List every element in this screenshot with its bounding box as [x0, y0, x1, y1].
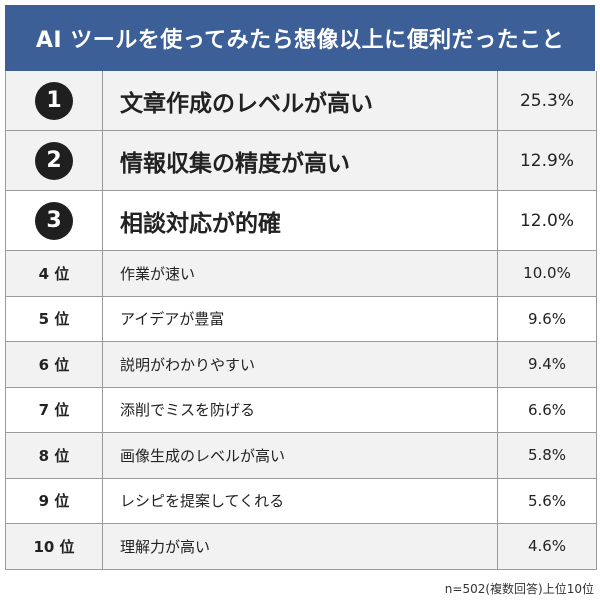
value-label: 6.6% — [527, 400, 567, 419]
table-row-10: 10 位 理解力が高い 4.6% — [6, 524, 596, 570]
rank-cell: 10 位 — [6, 524, 103, 569]
rank-label: 7 位 — [38, 401, 70, 420]
rank-label: 6 位 — [38, 355, 70, 374]
value-label: 5.8% — [527, 446, 567, 465]
rank-cell: 7 位 — [6, 387, 103, 432]
item-label: 理解力が高い — [120, 537, 211, 556]
rank-label: 5 位 — [38, 310, 70, 329]
value-cell: 5.8% — [498, 433, 596, 478]
ranking-table: 1 文章作成のレベルが高い 25.3% 2 情報収集の精度が高い 12.9% 3… — [5, 71, 597, 570]
item-cell: 添削でミスを防げる — [103, 387, 498, 432]
rank-cell: 2 — [6, 131, 103, 190]
rank-label: 10 位 — [33, 537, 75, 556]
item-label: アイデアが豊富 — [120, 310, 225, 329]
rank-label: 9 位 — [38, 492, 70, 511]
table-row-7: 7 位 添削でミスを防げる 6.6% — [6, 387, 596, 433]
value-cell: 6.6% — [498, 388, 596, 433]
rank-cell: 6 位 — [6, 342, 103, 387]
item-label: 画像生成のレベルが高い — [120, 446, 286, 465]
rank-cell: 5 位 — [6, 296, 103, 341]
table-row-2: 2 情報収集の精度が高い 12.9% — [6, 131, 596, 191]
sample-note: n=502(複数回答)上位10位 — [444, 582, 594, 596]
value-label: 25.3% — [519, 90, 574, 111]
item-label: 情報収集の精度が高い — [120, 150, 350, 177]
rank-badge-1: 1 — [35, 81, 73, 120]
item-label: 添削でミスを防げる — [120, 401, 256, 420]
rank-cell: 9 位 — [6, 478, 103, 523]
item-cell: 説明がわかりやすい — [103, 342, 498, 387]
table-row-3: 3 相談対応が的確 12.0% — [6, 191, 596, 251]
value-cell: 10.0% — [498, 251, 596, 296]
table-row-4: 4 位 作業が速い 10.0% — [6, 251, 596, 297]
rank-label: 2 — [46, 148, 62, 173]
value-cell: 12.0% — [498, 191, 596, 250]
value-cell: 12.9% — [498, 131, 596, 190]
value-label: 4.6% — [527, 537, 567, 556]
item-cell: レシピを提案してくれる — [103, 478, 498, 523]
item-cell: 相談対応が的確 — [103, 191, 498, 250]
value-label: 5.6% — [527, 491, 567, 510]
rank-cell: 8 位 — [6, 433, 103, 478]
table-row-5: 5 位 アイデアが豊富 9.6% — [6, 296, 596, 342]
value-cell: 9.4% — [498, 342, 596, 387]
value-label: 9.4% — [527, 355, 567, 374]
rank-cell: 1 — [6, 71, 103, 130]
rank-cell: 3 — [6, 191, 103, 250]
table-row-1: 1 文章作成のレベルが高い 25.3% — [6, 71, 596, 131]
value-cell: 4.6% — [498, 524, 596, 569]
item-label: 作業が速い — [120, 264, 196, 283]
value-label: 9.6% — [527, 309, 567, 328]
rank-badge-2: 2 — [35, 141, 73, 180]
rank-label: 8 位 — [38, 446, 70, 465]
item-label: レシピを提案してくれる — [120, 492, 285, 511]
value-label: 10.0% — [523, 264, 571, 283]
value-cell: 9.6% — [498, 297, 596, 342]
table-row-6: 6 位 説明がわかりやすい 9.4% — [6, 342, 596, 388]
item-label: 説明がわかりやすい — [120, 355, 256, 374]
rank-label: 1 — [46, 88, 62, 113]
value-label: 12.0% — [519, 210, 574, 231]
table-row-8: 8 位 画像生成のレベルが高い 5.8% — [6, 433, 596, 479]
chart-title-text: AI ツールを使ってみたら想像以上に便利だったこと — [35, 28, 565, 53]
item-label: 相談対応が的確 — [120, 210, 281, 237]
rank-badge-3: 3 — [35, 201, 73, 240]
value-cell: 25.3% — [498, 71, 596, 130]
chart-title: AI ツールを使ってみたら想像以上に便利だったこと — [5, 5, 595, 71]
item-cell: 情報収集の精度が高い — [103, 131, 498, 190]
item-cell: 文章作成のレベルが高い — [103, 71, 498, 130]
item-cell: 理解力が高い — [103, 524, 498, 569]
value-cell: 5.6% — [498, 479, 596, 524]
rank-cell: 4 位 — [6, 251, 103, 296]
value-label: 12.9% — [519, 150, 574, 171]
rank-label: 3 — [46, 208, 62, 233]
table-row-9: 9 位 レシピを提案してくれる 5.6% — [6, 478, 596, 524]
item-cell: 画像生成のレベルが高い — [103, 433, 498, 478]
item-cell: 作業が速い — [103, 251, 498, 296]
rank-label: 4 位 — [38, 264, 70, 283]
item-cell: アイデアが豊富 — [103, 296, 498, 341]
item-label: 文章作成のレベルが高い — [120, 90, 373, 117]
